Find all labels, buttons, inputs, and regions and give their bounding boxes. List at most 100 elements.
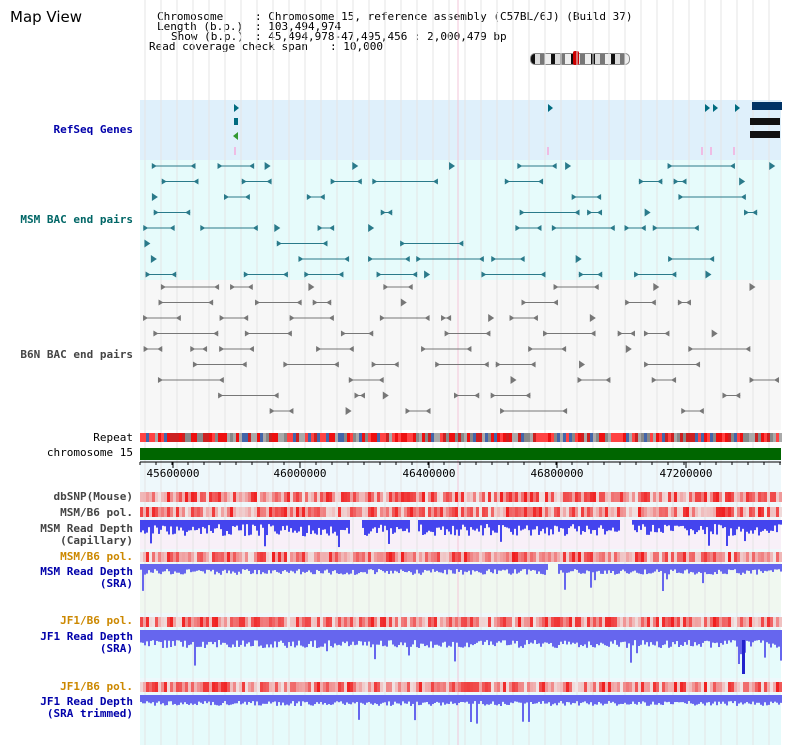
msm-sra-depth-bar bbox=[752, 564, 754, 571]
repeat-segment bbox=[203, 433, 206, 442]
msm-bac-end bbox=[657, 178, 663, 185]
jf1-sra-depth-bar bbox=[712, 630, 714, 643]
jf1-sra-depth-bar bbox=[562, 630, 564, 644]
msm-pol-cell bbox=[488, 507, 491, 517]
msm-read-depth-capillary-label[interactable]: MSM Read Depth (Capillary) bbox=[40, 522, 133, 547]
msm-capillary-depth-bar bbox=[388, 520, 390, 544]
msm-capillary-depth-bar bbox=[284, 520, 286, 531]
jf1-pol-trim-cell bbox=[251, 682, 254, 692]
msm-capillary-depth-bar bbox=[692, 520, 694, 531]
jf1-pol-trim-cell bbox=[263, 682, 266, 692]
dbsnp-cell bbox=[548, 492, 551, 502]
msm-b6-pol-label-2[interactable]: MSM/B6 pol. bbox=[60, 550, 133, 563]
jf1-trim-depth-bar bbox=[522, 695, 524, 722]
msm-sra-depth-bar bbox=[712, 564, 714, 575]
b6n-bac-end bbox=[653, 283, 660, 291]
msm-pol-cell bbox=[203, 507, 206, 517]
msm-capillary-depth-bar bbox=[578, 520, 580, 527]
msm-capillary-depth-bar bbox=[538, 520, 540, 535]
msm-pol-sra-cell bbox=[740, 552, 743, 562]
jf1-sra-depth-bar bbox=[728, 630, 730, 641]
repeat-segment bbox=[224, 433, 227, 442]
jf1-trim-depth-bar bbox=[656, 695, 658, 705]
msm-pol-sra-cell bbox=[500, 552, 503, 562]
msm-sra-depth-bar bbox=[736, 564, 738, 574]
dbsnp-cell bbox=[644, 492, 647, 502]
jf1-sra-depth-bar bbox=[544, 630, 546, 643]
jf1-pol-cell bbox=[221, 617, 224, 627]
jf1-trim-depth-bar bbox=[150, 695, 152, 704]
msm-sra-depth-bar bbox=[438, 564, 440, 573]
msm-pol-sra-cell bbox=[206, 552, 209, 562]
repeat-segment bbox=[440, 433, 443, 442]
msm-sra-depth-bar bbox=[212, 564, 214, 570]
msm-bac-label[interactable]: MSM BAC end pairs bbox=[20, 213, 133, 226]
msm-bac-end bbox=[304, 271, 310, 278]
chromosome-ideogram[interactable] bbox=[530, 53, 630, 65]
msm-pol-sra-cell bbox=[506, 552, 509, 562]
dbsnp-cell bbox=[437, 492, 440, 502]
msm-pol-sra-cell bbox=[560, 552, 563, 562]
msm-read-depth-sra-label[interactable]: MSM Read Depth (SRA) bbox=[40, 565, 133, 590]
jf1-trim-depth-bar bbox=[638, 695, 640, 703]
msm-pol-sra-cell bbox=[689, 552, 692, 562]
msm-pol-cell bbox=[434, 507, 437, 517]
jf1-b6-pol-label-1[interactable]: JF1/B6 pol. bbox=[60, 614, 133, 627]
jf1-sra-depth-bar bbox=[436, 630, 438, 645]
jf1-trim-depth-bar bbox=[168, 695, 170, 702]
msm-sra-depth-bar bbox=[230, 564, 232, 574]
msm-bac-end bbox=[144, 239, 151, 248]
jf1-pol-trim-cell bbox=[725, 682, 728, 692]
dbsnp-cell bbox=[677, 492, 680, 502]
repeat-segment bbox=[578, 433, 581, 442]
msm-capillary-depth-bar bbox=[586, 520, 588, 526]
msm-pol-cell bbox=[773, 507, 776, 517]
jf1-pol-cell bbox=[314, 617, 317, 627]
repeat-segment bbox=[593, 433, 596, 442]
msm-b6-pol-label-1[interactable]: MSM/B6 pol. bbox=[60, 506, 133, 519]
msm-capillary-depth-bar bbox=[234, 520, 236, 527]
msm-sra-depth-bar bbox=[358, 564, 360, 574]
jf1-pol-cell bbox=[710, 617, 713, 627]
msm-sra-depth-bar bbox=[174, 564, 176, 572]
dbsnp-cell bbox=[203, 492, 206, 502]
jf1-pol-cell bbox=[233, 617, 236, 627]
msm-pol-cell bbox=[428, 507, 431, 517]
b6n-bac-label[interactable]: B6N BAC end pairs bbox=[20, 348, 133, 361]
jf1-trim-depth-bar bbox=[280, 695, 282, 706]
jf1-read-depth-sra-label[interactable]: JF1 Read Depth (SRA) bbox=[40, 630, 133, 655]
jf1-trim-depth-bar bbox=[254, 695, 256, 706]
jf1-trim-depth-bar bbox=[194, 695, 196, 704]
jf1-pol-trim-cell bbox=[152, 682, 155, 692]
jf1-trim-depth-bar bbox=[514, 695, 516, 702]
msm-pol-cell bbox=[596, 507, 599, 517]
jf1-read-depth-trimmed-label[interactable]: JF1 Read Depth (SRA trimmed) bbox=[40, 695, 133, 720]
msm-pol-cell bbox=[737, 507, 740, 517]
msm-sra-depth-bar bbox=[518, 564, 520, 573]
msm-bac-end bbox=[540, 271, 546, 278]
refseq-genes-label[interactable]: RefSeq Genes bbox=[53, 123, 133, 136]
jf1-sra-depth-bar bbox=[568, 630, 570, 642]
jf1-pol-trim-cell bbox=[560, 682, 563, 692]
dbsnp-cell bbox=[359, 492, 362, 502]
msm-capillary-depth-bar bbox=[562, 520, 564, 529]
msm-capillary-depth-bar bbox=[148, 520, 150, 528]
repeat-segment bbox=[242, 433, 245, 442]
msm-bac-end bbox=[143, 225, 149, 231]
msm-bac-end bbox=[578, 271, 584, 278]
jf1-pol-cell bbox=[518, 617, 521, 627]
msm-pol-sra-cell bbox=[239, 552, 242, 562]
repeat-segment bbox=[635, 433, 638, 442]
msm-capillary-depth-bar bbox=[688, 520, 690, 536]
b6n-bac-end bbox=[354, 392, 360, 399]
msm-pol-cell bbox=[344, 507, 347, 517]
jf1-sra-depth-bar bbox=[576, 630, 578, 643]
repeat-segment bbox=[221, 433, 224, 442]
msm-capillary-depth-bar bbox=[424, 520, 426, 535]
msm-capillary-depth-bar bbox=[534, 520, 536, 530]
msm-pol-sra-cell bbox=[413, 552, 416, 562]
jf1-b6-pol-label-2[interactable]: JF1/B6 pol. bbox=[60, 680, 133, 693]
msm-capillary-depth-bar bbox=[362, 520, 364, 528]
dbsnp-label[interactable]: dbSNP(Mouse) bbox=[53, 490, 133, 503]
